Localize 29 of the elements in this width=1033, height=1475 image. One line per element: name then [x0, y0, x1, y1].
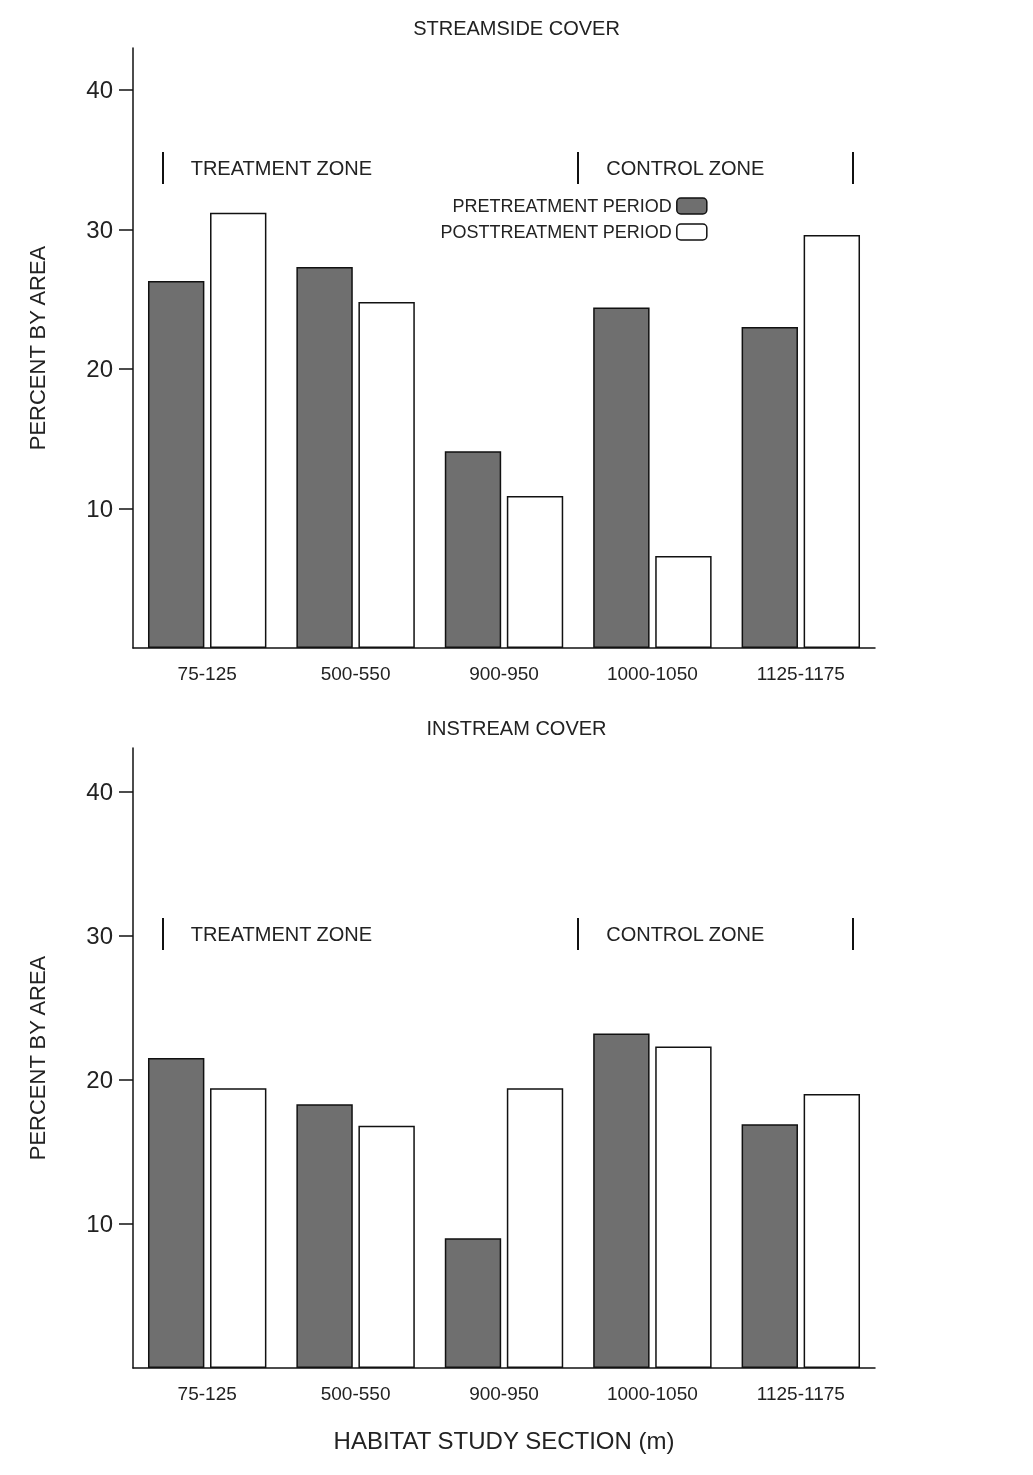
x-tick-label: 1125-1175 [756, 1383, 845, 1404]
x-tick-label: 900-950 [469, 663, 539, 684]
legend-label: PRETREATMENT PERIOD [452, 196, 672, 216]
y-axis-title: PERCENT BY AREA [24, 245, 50, 451]
y-axis-title: PERCENT BY AREA [24, 955, 50, 1161]
x-tick-label: 1000-1050 [606, 663, 698, 684]
y-tick-label: 10 [86, 494, 113, 522]
x-tick-label: 500-550 [320, 663, 391, 684]
y-tick-label: 10 [86, 1210, 113, 1238]
x-tick-label: 1000-1050 [606, 1383, 698, 1404]
legend-label: POSTTREATMENT PERIOD [440, 222, 672, 242]
annotation: CONTROL ZONE [606, 156, 765, 181]
chart-title: INSTREAM COVER [426, 717, 607, 739]
annotation: CONTROL ZONE [606, 922, 765, 947]
x-tick-label: 1125-1175 [756, 663, 845, 684]
annotation: TREATMENT ZONE [190, 922, 373, 947]
y-tick-label: 30 [86, 921, 113, 949]
x-tick-label: 75-125 [177, 1383, 237, 1404]
x-axis-title: HABITAT STUDY SECTION (m) [333, 1426, 675, 1454]
y-tick-label: 30 [86, 215, 113, 243]
y-tick-label: 20 [86, 355, 113, 383]
y-tick-label: 40 [86, 76, 113, 104]
y-tick-label: 40 [86, 777, 113, 805]
y-tick-label: 20 [86, 1066, 113, 1094]
annotation: TREATMENT ZONE [190, 156, 373, 181]
x-tick-label: 75-125 [177, 663, 237, 684]
chart-title: STREAMSIDE COVER [413, 17, 620, 39]
x-tick-label: 500-550 [320, 1383, 391, 1404]
x-tick-label: 900-950 [469, 1383, 539, 1404]
